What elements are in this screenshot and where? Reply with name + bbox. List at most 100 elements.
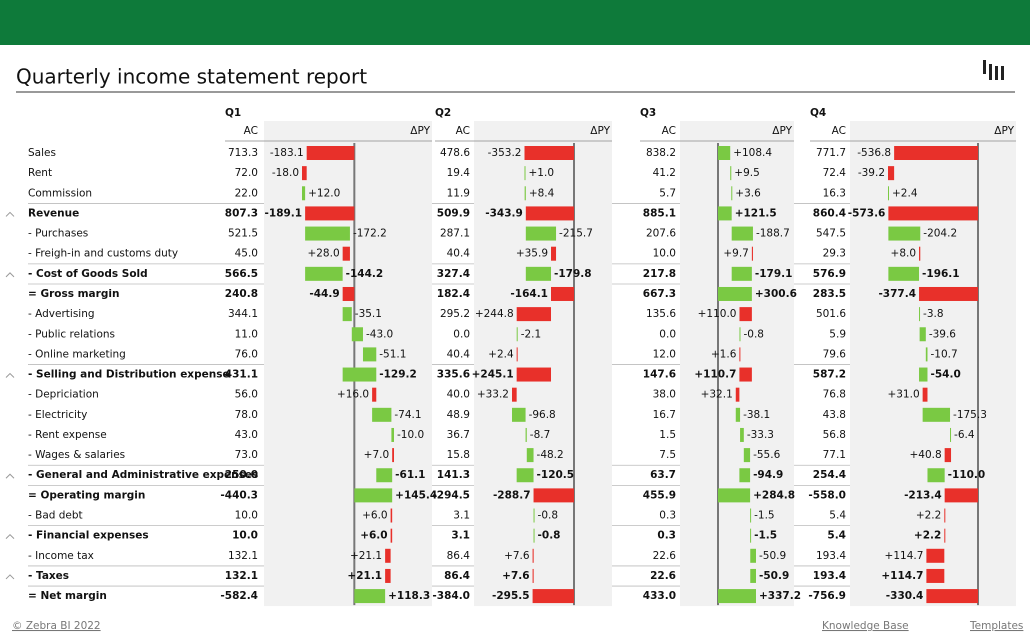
delta-label: +9.7 xyxy=(723,248,749,260)
ac-value: 40.4 xyxy=(447,348,471,360)
ac-value: 76.0 xyxy=(235,348,258,360)
delta-label: -536.8 xyxy=(857,147,891,159)
ac-value: 344.1 xyxy=(228,308,258,320)
delta-label: +110.0 xyxy=(698,308,737,320)
ac-value: 240.8 xyxy=(225,288,258,300)
delta-label: +16.0 xyxy=(337,389,369,401)
ac-value: 335.6 xyxy=(437,369,470,381)
delta-label: -18.0 xyxy=(272,167,299,179)
ac-value: 77.1 xyxy=(823,449,846,461)
delta-bar xyxy=(740,427,744,442)
quarter-label: Q2 xyxy=(435,107,451,119)
delta-label: +337.2 xyxy=(759,590,801,602)
delta-bar xyxy=(944,448,952,463)
delta-bar xyxy=(739,327,741,342)
delta-label: -3.8 xyxy=(923,308,944,320)
ac-value: 5.4 xyxy=(827,530,846,542)
ac-value: 431.1 xyxy=(225,369,258,381)
delta-bar xyxy=(532,568,534,583)
ac-value: -294.5 xyxy=(432,489,470,501)
row-label: - Purchases xyxy=(28,228,88,240)
delta-bar xyxy=(944,488,978,503)
delta-label: +28.0 xyxy=(307,248,339,260)
ac-value: 79.6 xyxy=(823,348,847,360)
delta-bar xyxy=(751,246,753,261)
delta-bar xyxy=(888,186,889,201)
delta-bar xyxy=(718,146,731,160)
ac-value: 521.5 xyxy=(228,228,258,240)
delta-label: +145.4 xyxy=(395,489,437,501)
ac-value: 38.0 xyxy=(653,389,676,401)
ac-value: 22.0 xyxy=(235,187,258,199)
delta-bar xyxy=(392,448,394,463)
delta-label: -6.4 xyxy=(954,429,975,441)
delta-bar xyxy=(532,589,574,604)
delta-label: +21.1 xyxy=(350,550,382,562)
delta-bar xyxy=(926,548,945,563)
row-label: Commission xyxy=(28,187,92,199)
delta-label: -10.7 xyxy=(930,348,957,360)
delta-label: +35.9 xyxy=(516,248,548,260)
delta-label: -295.5 xyxy=(492,590,530,602)
delta-label: -43.0 xyxy=(366,328,393,340)
delta-label: +8.4 xyxy=(529,187,555,199)
ac-value: 40.0 xyxy=(447,389,470,401)
ac-value: 838.2 xyxy=(646,147,676,159)
footer-link[interactable]: Knowledge Base xyxy=(822,620,909,632)
ac-value: 141.3 xyxy=(437,469,470,481)
delta-label: +108.4 xyxy=(733,147,772,159)
delta-label: +114.7 xyxy=(881,570,923,582)
chart-bg xyxy=(474,121,612,607)
footer-link[interactable]: Templates xyxy=(969,620,1023,632)
ac-value: 509.9 xyxy=(437,207,470,219)
delta-label: +2.2 xyxy=(914,530,941,542)
delta-bar xyxy=(525,226,557,241)
delta-bar xyxy=(888,226,921,241)
delta-label: -0.8 xyxy=(538,510,559,522)
ac-value: 72.0 xyxy=(235,167,258,179)
ac-value: 182.4 xyxy=(437,288,470,300)
delta-label: -1.5 xyxy=(754,510,775,522)
delta-label: -35.1 xyxy=(355,308,382,320)
delta-bar xyxy=(735,407,741,422)
delta-bar xyxy=(390,528,393,543)
ac-value: 10.0 xyxy=(235,510,258,522)
row-label: = Net margin xyxy=(28,590,107,602)
ac-value: 283.5 xyxy=(813,288,846,300)
delta-label: +114.7 xyxy=(885,550,924,562)
delta-bar xyxy=(718,286,752,301)
column-header: ΔPY xyxy=(994,125,1014,137)
column-header: ΔPY xyxy=(590,125,610,137)
collapse-icon xyxy=(5,574,15,580)
row-label: - Electricity xyxy=(28,409,87,421)
delta-bar xyxy=(516,367,552,382)
delta-bar xyxy=(888,206,978,221)
delta-label: -1.5 xyxy=(754,530,777,542)
ac-value: 147.6 xyxy=(643,369,676,381)
delta-bar xyxy=(739,367,752,382)
delta-label: -175.3 xyxy=(953,409,987,421)
ac-value: 40.4 xyxy=(447,248,471,260)
ac-value: 7.5 xyxy=(659,449,676,461)
copyright[interactable]: © Zebra BI 2022 xyxy=(12,620,101,632)
delta-bar xyxy=(524,146,574,160)
ac-value: 135.6 xyxy=(646,308,676,320)
delta-bar xyxy=(533,508,535,523)
delta-label: -343.9 xyxy=(485,207,523,219)
delta-label: -50.9 xyxy=(759,550,786,562)
delta-bar xyxy=(342,246,350,261)
ac-value: 72.4 xyxy=(823,167,847,179)
ac-value: 15.8 xyxy=(447,449,470,461)
ac-value: 587.2 xyxy=(813,369,846,381)
row-label: - Advertising xyxy=(28,308,95,320)
delta-label: -144.2 xyxy=(346,268,384,280)
ac-value: 254.4 xyxy=(813,469,846,481)
delta-label: -204.2 xyxy=(923,228,957,240)
delta-label: +8.0 xyxy=(891,248,917,260)
row-label: - General and Administrative expenses xyxy=(28,469,258,481)
delta-bar xyxy=(306,146,355,160)
delta-bar xyxy=(922,387,928,402)
delta-bar xyxy=(305,206,355,221)
chart-bg xyxy=(264,121,432,607)
delta-bar xyxy=(922,407,951,422)
